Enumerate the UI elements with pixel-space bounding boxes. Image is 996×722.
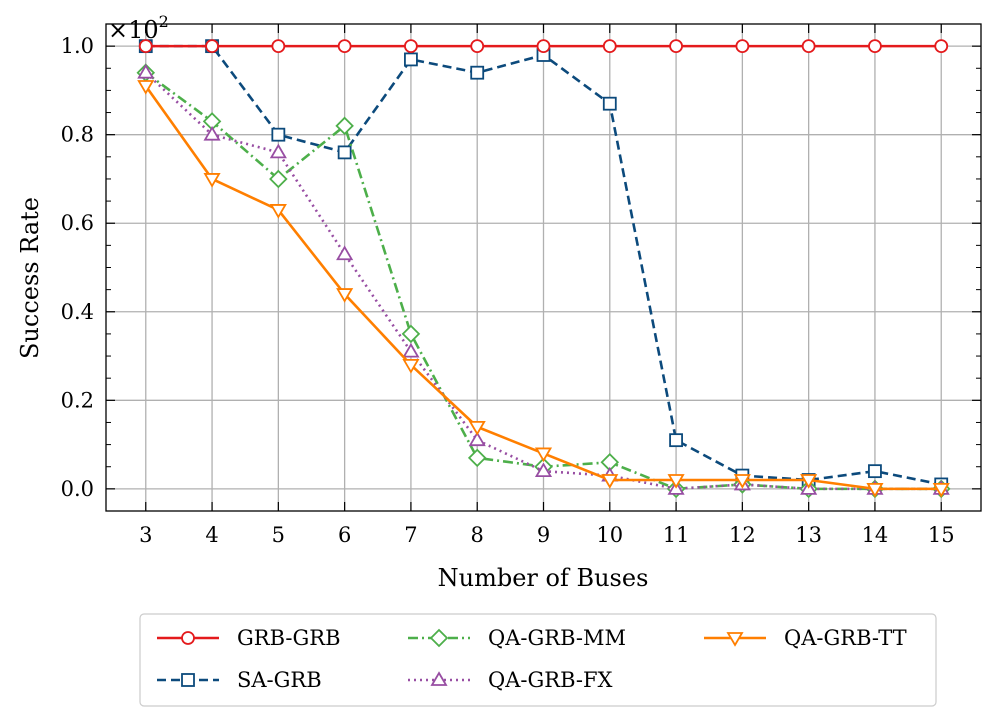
data-point-qa-grb-tt	[667, 474, 685, 489]
data-point-qa-grb-tt	[601, 474, 619, 489]
data-point-qa-grb-fx	[402, 342, 420, 358]
data-point-qa-grb-tt	[269, 204, 287, 219]
data-point-sa-grb	[602, 96, 617, 111]
tick-labels: 3 4 5 6 7 8 9 10 11 12 13 14 15 0.0 0.2 0.4 0.6 0.8 1.0	[61, 34, 955, 547]
data-point-qa-grb-tt	[800, 474, 818, 489]
x-tick-label: 4	[205, 523, 218, 547]
data-point-grb-grb	[735, 39, 750, 54]
data-point-sa-grb	[470, 65, 485, 80]
data-point-grb-grb	[205, 39, 219, 54]
x-tick-label: 5	[272, 523, 285, 547]
data-point-grb-grb	[602, 39, 617, 54]
data-point-qa-grb-tt	[733, 474, 751, 489]
data-point-qa-grb-tt	[203, 173, 221, 188]
series-qa-grb-tt	[137, 80, 950, 498]
x-tick-label: 8	[471, 523, 484, 547]
data-point-grb-grb	[337, 39, 352, 54]
data-point-grb-grb	[868, 39, 882, 54]
data-point-sa-grb	[404, 52, 418, 67]
legend-label-grb-grb: GRB-GRB	[237, 626, 341, 650]
data-point-grb-grb	[404, 39, 418, 54]
x-tick-label: 13	[795, 523, 822, 547]
legend-entry-sa-grb: SA-GRB	[157, 668, 322, 692]
y-tick-label: 0.4	[61, 300, 94, 324]
legend-entry-grb-grb: GRB-GRB	[157, 626, 341, 650]
data-point-sa-grb	[337, 145, 352, 160]
data-point-qa-grb-tt	[468, 420, 486, 436]
data-point-grb-grb	[801, 39, 816, 54]
x-tick-label: 15	[928, 523, 955, 547]
x-tick-label: 3	[139, 523, 152, 547]
x-tick-label: 7	[404, 523, 417, 547]
legend-label-sa-grb: SA-GRB	[237, 668, 322, 692]
y-tick-label: 0.0	[61, 477, 94, 501]
data-point-sa-grb	[669, 433, 683, 448]
y-tick-label: 1.0	[61, 34, 94, 58]
axis-ticks	[106, 24, 981, 511]
data-point-grb-grb	[934, 39, 949, 54]
data-point-qa-grb-mm	[335, 116, 354, 136]
legend-marker-qa-grb-fx	[430, 671, 448, 686]
data-point-qa-grb-fx	[336, 245, 354, 261]
legend-entry-qa-grb-mm: QA-GRB-MM	[408, 626, 626, 650]
data-point-sa-grb	[868, 464, 882, 479]
y-tick-label: 0.6	[61, 211, 94, 235]
legend-label-qa-grb-mm: QA-GRB-MM	[488, 626, 626, 650]
data-point-qa-grb-fx	[534, 462, 553, 478]
data-point-qa-grb-tt	[534, 447, 553, 463]
y-tick-label: 0.8	[61, 123, 94, 147]
legend-marker-qa-grb-mm	[429, 628, 449, 648]
data-point-qa-grb-tt	[402, 358, 420, 374]
data-point-qa-grb-tt	[866, 482, 884, 498]
x-tick-label: 10	[596, 523, 623, 547]
data-point-qa-grb-fx	[203, 125, 221, 141]
data-point-grb-grb	[470, 39, 485, 54]
y-scale-exponent: 2	[159, 12, 169, 31]
data-point-qa-grb-tt	[137, 80, 155, 95]
x-axis-label: Number of Buses	[438, 564, 649, 592]
data-point-qa-grb-tt	[932, 482, 950, 498]
data-point-qa-grb-mm	[269, 169, 288, 189]
y-scale-multiplier: ×102	[108, 12, 169, 44]
x-tick-label: 14	[862, 523, 889, 547]
y-axis-label: Success Rate	[16, 197, 44, 359]
series-layer	[136, 39, 951, 499]
data-point-grb-grb	[271, 39, 286, 54]
legend-marker-sa-grb	[181, 673, 195, 687]
data-point-qa-grb-mm	[401, 324, 421, 344]
data-point-grb-grb	[536, 39, 551, 54]
y-tick-label: 0.2	[61, 388, 94, 412]
grid-lines	[106, 24, 981, 511]
x-tick-label: 11	[663, 523, 690, 547]
data-point-qa-grb-fx	[137, 63, 155, 79]
legend-marker-qa-grb-tt	[726, 632, 744, 647]
data-point-qa-grb-fx	[269, 143, 287, 159]
x-tick-label: 12	[729, 523, 756, 547]
data-point-qa-grb-tt	[336, 288, 354, 303]
legend: GRB-GRB SA-GRB QA-GRB-MM QA-GRB-FX QA-GRB-TT	[139, 613, 937, 707]
x-tick-label: 6	[338, 523, 351, 547]
legend-entry-qa-grb-fx: QA-GRB-FX	[408, 668, 613, 692]
data-point-sa-grb	[271, 127, 286, 142]
data-point-qa-grb-fx	[468, 431, 486, 447]
legend-label-qa-grb-fx: QA-GRB-FX	[488, 668, 613, 692]
y-scale-base: ×10	[108, 16, 159, 44]
data-point-qa-grb-mm	[467, 448, 487, 468]
legend-label-qa-grb-tt: QA-GRB-TT	[784, 626, 907, 650]
x-tick-label: 9	[537, 523, 550, 547]
data-point-grb-grb	[669, 39, 683, 54]
data-point-grb-grb	[138, 39, 153, 54]
legend-entry-qa-grb-tt: QA-GRB-TT	[704, 626, 907, 650]
series-grb-grb	[138, 39, 949, 54]
legend-marker-grb-grb	[181, 631, 195, 645]
